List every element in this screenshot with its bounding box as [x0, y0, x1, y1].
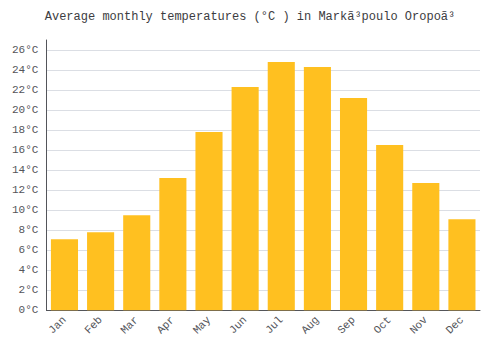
svg-text:Oct: Oct: [371, 314, 393, 336]
svg-text:14°C: 14°C: [12, 164, 39, 176]
svg-text:10°C: 10°C: [12, 204, 39, 216]
svg-text:4°C: 4°C: [19, 264, 39, 276]
svg-text:6°C: 6°C: [19, 244, 39, 256]
svg-text:2°C: 2°C: [19, 284, 39, 296]
svg-text:Average monthly temperatures (: Average monthly temperatures (°C ) in Ma…: [45, 10, 455, 24]
svg-text:Jul: Jul: [263, 314, 285, 336]
svg-text:20°C: 20°C: [12, 104, 39, 116]
svg-text:16°C: 16°C: [12, 144, 39, 156]
svg-text:8°C: 8°C: [19, 224, 39, 236]
svg-text:24°C: 24°C: [12, 64, 39, 76]
svg-text:26°C: 26°C: [12, 44, 39, 56]
svg-text:0°C: 0°C: [19, 304, 39, 316]
svg-text:22°C: 22°C: [12, 84, 39, 96]
svg-text:Feb: Feb: [82, 314, 104, 336]
svg-text:Aug: Aug: [299, 314, 321, 336]
svg-text:Mar: Mar: [119, 314, 141, 336]
svg-text:Sep: Sep: [335, 314, 357, 336]
svg-text:Dec: Dec: [444, 314, 466, 336]
svg-text:Apr: Apr: [155, 314, 177, 336]
svg-text:Jun: Jun: [227, 314, 249, 336]
svg-text:12°C: 12°C: [12, 184, 39, 196]
svg-text:18°C: 18°C: [12, 124, 39, 136]
svg-text:Jan: Jan: [46, 314, 68, 336]
svg-text:May: May: [191, 314, 214, 337]
svg-text:Nov: Nov: [408, 314, 431, 337]
